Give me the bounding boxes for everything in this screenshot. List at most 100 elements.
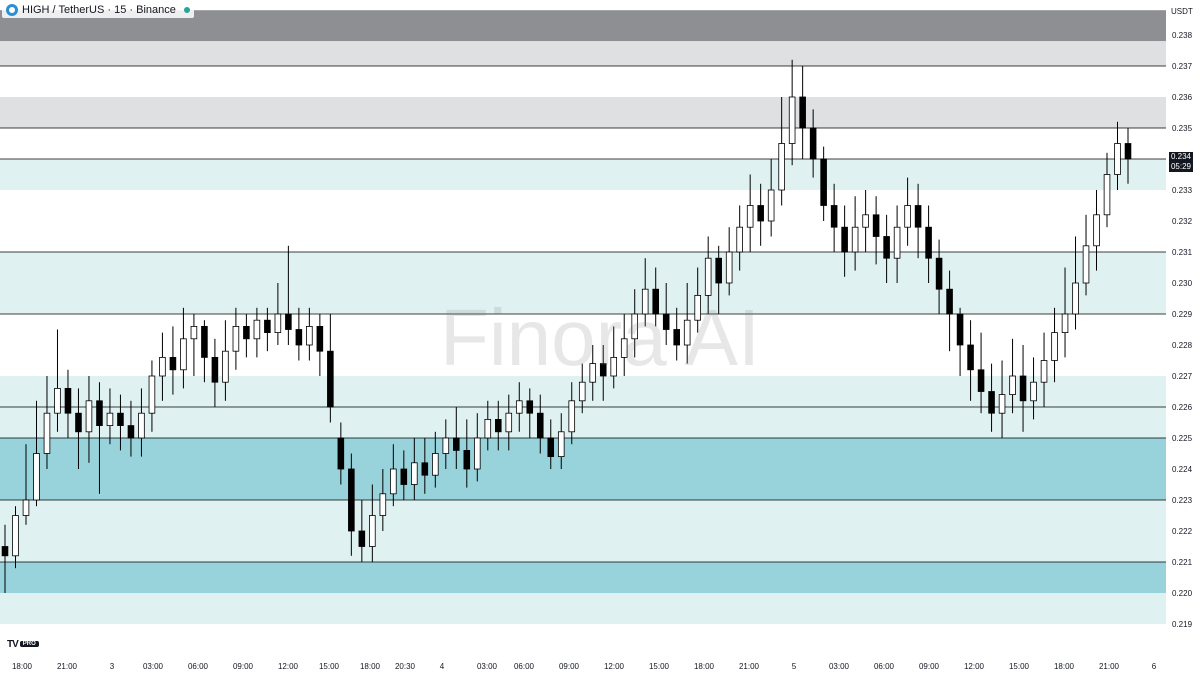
candle	[725, 227, 733, 296]
time-tick-label: 18:00	[1054, 662, 1075, 671]
price-tick-label: 0.220	[1172, 589, 1193, 598]
candle	[169, 326, 177, 395]
candle	[180, 307, 187, 389]
time-tick-label: 15:00	[649, 662, 670, 671]
time-tick-label: 21:00	[739, 662, 760, 671]
candle	[589, 345, 597, 401]
candle	[64, 369, 72, 438]
candle	[400, 450, 408, 500]
candle-body	[904, 205, 911, 228]
candle-body	[568, 400, 576, 433]
zone-rect	[0, 562, 1166, 593]
candle	[148, 360, 156, 432]
candle	[274, 283, 282, 345]
candle	[12, 506, 19, 569]
candle	[232, 307, 240, 370]
time-tick-label: 06:00	[514, 662, 535, 671]
candle	[526, 388, 534, 438]
time-tick-label: 21:00	[57, 662, 78, 671]
candle	[96, 382, 103, 494]
candle-body	[1124, 143, 1132, 160]
price-tick-label: 0.221	[1172, 558, 1193, 567]
candle-body	[788, 96, 796, 144]
candle-body	[526, 400, 534, 414]
candle	[946, 270, 953, 352]
candle-body	[285, 313, 292, 330]
candle	[316, 314, 324, 376]
candle-body	[348, 468, 355, 532]
candle	[327, 314, 334, 423]
time-tick-label: 18:00	[12, 662, 33, 671]
zone-rect	[0, 593, 1166, 624]
candle-body	[841, 226, 848, 253]
candle	[872, 196, 880, 265]
candle-body	[369, 515, 376, 547]
candle-body	[820, 158, 827, 206]
candle-body	[421, 462, 429, 476]
candle-body	[190, 325, 198, 340]
candle	[85, 376, 93, 463]
candle	[453, 407, 460, 469]
candle-body	[956, 313, 964, 346]
candle-body	[977, 369, 985, 392]
time-tick-label: 4	[440, 662, 445, 671]
candle-body	[1082, 245, 1090, 284]
tradingview-logo[interactable]: TV PRO	[7, 639, 39, 650]
time-tick-label: 5	[792, 662, 797, 671]
candle	[1124, 128, 1132, 184]
candle	[935, 239, 943, 314]
candle-body	[925, 226, 932, 259]
candle-body	[578, 381, 586, 402]
candle-body	[180, 338, 187, 371]
candle-body	[411, 462, 418, 485]
candle	[746, 174, 754, 252]
candle	[893, 205, 901, 283]
candle-body	[33, 453, 40, 501]
zone-rect	[0, 407, 1166, 438]
time-tick-label: 03:00	[477, 662, 498, 671]
zone-rect	[0, 97, 1166, 128]
candle-body	[967, 344, 974, 371]
candle-body	[536, 412, 544, 439]
candle-body	[631, 313, 639, 340]
candle	[830, 183, 838, 252]
candle	[998, 360, 1006, 438]
candle-body	[662, 313, 670, 330]
candle-body	[274, 313, 282, 334]
candle-body	[358, 530, 366, 547]
candle	[33, 400, 40, 507]
candle-body	[22, 499, 30, 516]
candle	[369, 484, 376, 562]
zone-rect	[0, 438, 1166, 500]
current-price-tag: 0.234 05:29	[1169, 152, 1193, 172]
candle	[641, 258, 649, 327]
market-status-dot-icon	[183, 7, 190, 13]
price-tick-label: 0.228	[1172, 341, 1193, 350]
candle	[484, 400, 492, 451]
candle	[631, 289, 639, 358]
candle	[117, 394, 124, 451]
price-axis-bg	[1166, 0, 1200, 675]
symbol-title[interactable]: HIGH / TetherUS · 15 · Binance	[22, 4, 176, 16]
candle-body	[620, 338, 628, 358]
candles-layer	[1, 59, 1132, 593]
candle	[967, 320, 974, 401]
candle-body	[778, 143, 785, 191]
candle	[956, 307, 964, 376]
symbol-header[interactable]: HIGH / TetherUS · 15 · Binance	[2, 2, 194, 18]
candle	[704, 236, 712, 314]
candle	[883, 214, 890, 283]
candle-body	[1019, 375, 1027, 402]
candle-body	[557, 431, 565, 457]
levels-layer	[0, 65, 1166, 563]
candle-body	[494, 418, 502, 433]
time-axis-bg	[0, 655, 1166, 675]
candle	[683, 283, 691, 364]
candle	[547, 419, 555, 469]
candle-body	[799, 96, 806, 129]
candle-body	[599, 363, 607, 377]
time-axis[interactable]: 18:00 21:00 3 03:00 06:00 09:00 12:00 15:00 18:0…	[12, 662, 1157, 671]
candle-body	[453, 437, 460, 451]
candle-body	[547, 437, 555, 458]
